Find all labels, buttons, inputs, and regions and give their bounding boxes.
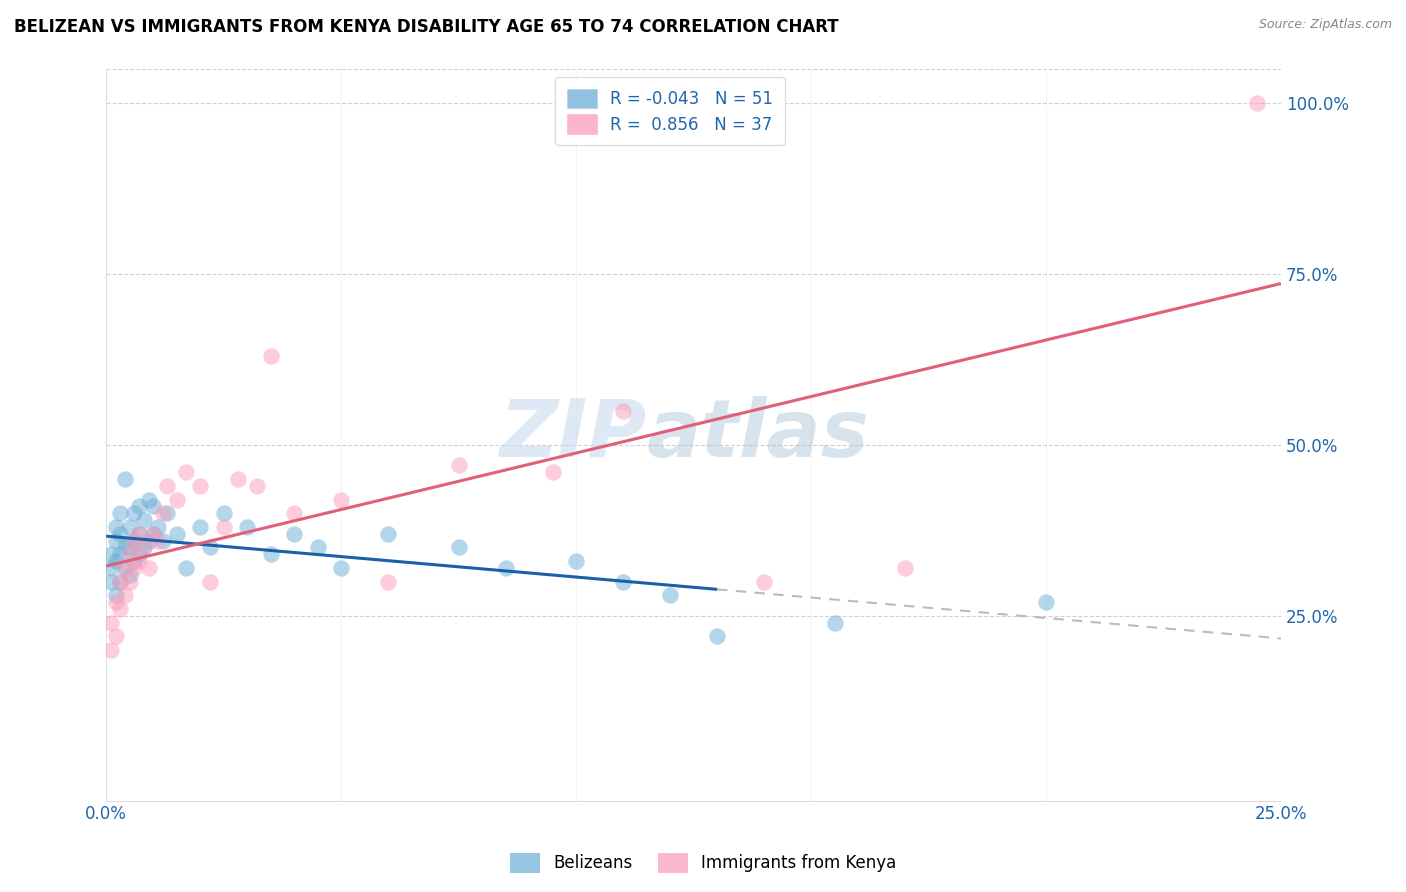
Point: [495, 561, 517, 575]
Point: [114, 561, 136, 575]
Point: [283, 526, 305, 541]
Point: [541, 465, 564, 479]
Point: [146, 520, 169, 534]
Point: [124, 533, 146, 548]
Legend: R = -0.043   N = 51, R =  0.856   N = 37: R = -0.043 N = 51, R = 0.856 N = 37: [555, 77, 785, 145]
Point: [146, 533, 169, 548]
Point: [110, 574, 132, 589]
Point: [118, 541, 141, 555]
Point: [152, 533, 174, 548]
Point: [706, 629, 728, 643]
Point: [198, 574, 221, 589]
Point: [138, 492, 160, 507]
Point: [110, 526, 132, 541]
Point: [100, 574, 122, 589]
Point: [1246, 95, 1268, 110]
Point: [128, 547, 150, 561]
Point: [132, 513, 155, 527]
Point: [128, 554, 150, 568]
Point: [132, 541, 155, 555]
Point: [330, 492, 353, 507]
Point: [307, 541, 329, 555]
Point: [612, 403, 634, 417]
Point: [114, 541, 136, 555]
Text: atlas: atlas: [647, 395, 869, 474]
Point: [612, 574, 634, 589]
Point: [188, 479, 211, 493]
Point: [226, 472, 249, 486]
Point: [104, 554, 127, 568]
Text: ZIP: ZIP: [499, 395, 647, 474]
Point: [128, 526, 150, 541]
Text: BELIZEAN VS IMMIGRANTS FROM KENYA DISABILITY AGE 65 TO 74 CORRELATION CHART: BELIZEAN VS IMMIGRANTS FROM KENYA DISABI…: [14, 18, 839, 36]
Point: [100, 561, 122, 575]
Point: [283, 506, 305, 520]
Point: [142, 526, 165, 541]
Point: [118, 547, 141, 561]
Point: [124, 561, 146, 575]
Point: [824, 615, 846, 630]
Point: [1035, 595, 1057, 609]
Point: [124, 554, 146, 568]
Point: [138, 533, 160, 548]
Point: [174, 561, 197, 575]
Text: Source: ZipAtlas.com: Source: ZipAtlas.com: [1258, 18, 1392, 31]
Point: [110, 547, 132, 561]
Point: [447, 458, 470, 473]
Point: [128, 526, 150, 541]
Point: [188, 520, 211, 534]
Point: [377, 526, 399, 541]
Point: [100, 643, 122, 657]
Point: [104, 588, 127, 602]
Point: [212, 520, 235, 534]
Point: [114, 588, 136, 602]
Point: [166, 492, 188, 507]
Point: [246, 479, 269, 493]
Point: [752, 574, 775, 589]
Point: [118, 574, 141, 589]
Point: [104, 629, 127, 643]
Point: [100, 547, 122, 561]
Point: [894, 561, 917, 575]
Point: [659, 588, 682, 602]
Point: [142, 500, 165, 514]
Point: [132, 541, 155, 555]
Point: [212, 506, 235, 520]
Point: [110, 506, 132, 520]
Point: [104, 595, 127, 609]
Legend: Belizeans, Immigrants from Kenya: Belizeans, Immigrants from Kenya: [503, 847, 903, 880]
Point: [104, 520, 127, 534]
Point: [565, 554, 588, 568]
Point: [236, 520, 259, 534]
Point: [330, 561, 353, 575]
Point: [114, 472, 136, 486]
Point: [156, 506, 179, 520]
Point: [260, 349, 283, 363]
Point: [118, 567, 141, 582]
Point: [142, 526, 165, 541]
Point: [118, 520, 141, 534]
Point: [124, 506, 146, 520]
Point: [128, 500, 150, 514]
Point: [156, 479, 179, 493]
Point: [114, 561, 136, 575]
Point: [174, 465, 197, 479]
Point: [198, 541, 221, 555]
Point: [260, 547, 283, 561]
Point: [100, 615, 122, 630]
Point: [138, 561, 160, 575]
Point: [152, 506, 174, 520]
Point: [124, 533, 146, 548]
Point: [110, 602, 132, 616]
Point: [377, 574, 399, 589]
Point: [166, 526, 188, 541]
Point: [104, 533, 127, 548]
Point: [447, 541, 470, 555]
Point: [110, 574, 132, 589]
